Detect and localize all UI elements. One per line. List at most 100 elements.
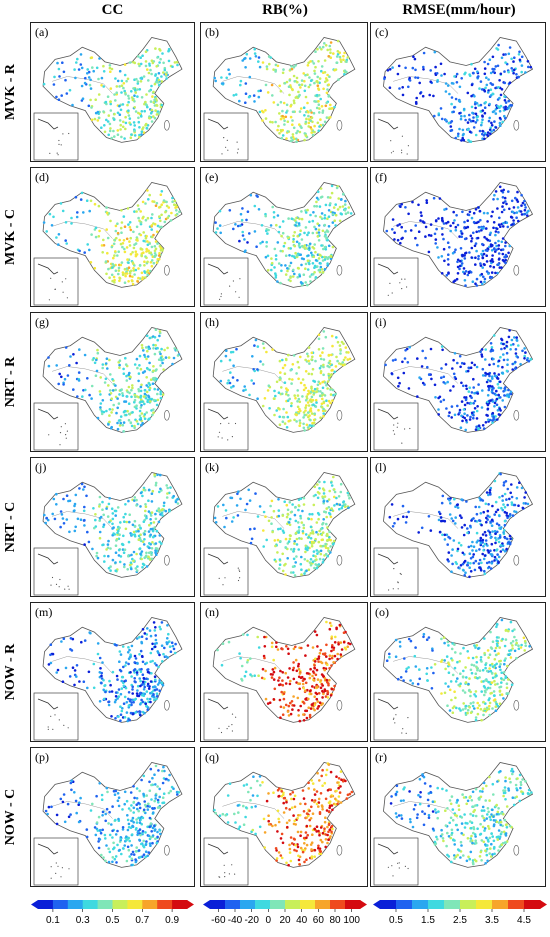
- station-point: [118, 238, 121, 242]
- station-point: [326, 538, 330, 542]
- station-point: [481, 533, 485, 536]
- station-point: [471, 540, 474, 544]
- station-point: [115, 91, 118, 94]
- station-point: [297, 377, 300, 381]
- station-point: [499, 124, 502, 127]
- station-point: [72, 353, 75, 356]
- station-point: [338, 55, 342, 59]
- station-point: [478, 704, 481, 707]
- station-point: [98, 57, 101, 60]
- station-point: [310, 395, 314, 399]
- station-point: [441, 219, 444, 223]
- station-point: [486, 91, 490, 94]
- station-point: [228, 72, 231, 76]
- station-point: [497, 86, 500, 89]
- station-point: [142, 520, 146, 523]
- station-point: [502, 208, 506, 212]
- station-point: [309, 119, 312, 123]
- station-point: [220, 76, 223, 79]
- station-point: [422, 635, 425, 639]
- station-point: [135, 692, 139, 695]
- station-point: [318, 111, 321, 114]
- map-svg: [33, 616, 183, 741]
- station-point: [470, 216, 474, 220]
- station-point: [314, 691, 318, 695]
- station-point: [262, 529, 265, 532]
- station-point: [284, 703, 288, 707]
- station-point: [486, 62, 490, 66]
- station-point: [474, 428, 478, 431]
- station-point: [481, 109, 485, 112]
- station-point: [89, 199, 93, 203]
- station-point: [298, 130, 302, 134]
- station-point: [303, 114, 306, 117]
- inset-island: [406, 153, 408, 155]
- station-point: [459, 230, 463, 233]
- station-point: [304, 681, 308, 685]
- station-point: [160, 644, 164, 647]
- station-point: [239, 656, 242, 660]
- station-point: [124, 527, 128, 531]
- station-point: [303, 244, 307, 247]
- station-point: [280, 234, 283, 238]
- station-point: [297, 95, 300, 98]
- station-point: [118, 533, 121, 536]
- station-point: [452, 358, 455, 362]
- station-point: [166, 492, 169, 495]
- station-point: [490, 124, 494, 127]
- station-point: [489, 342, 493, 345]
- station-point: [307, 672, 310, 675]
- station-point: [418, 81, 421, 85]
- station-point: [328, 678, 331, 682]
- station-point: [291, 565, 295, 568]
- station-point: [338, 51, 341, 54]
- station-point: [307, 359, 310, 363]
- station-points: [214, 184, 353, 287]
- station-point: [461, 254, 464, 258]
- station-point: [484, 421, 488, 424]
- map-svg: [33, 471, 183, 596]
- station-point: [322, 692, 325, 696]
- station-point: [464, 704, 468, 708]
- station-point: [315, 697, 319, 701]
- station-point: [118, 560, 122, 564]
- station-point: [129, 561, 133, 564]
- station-point: [138, 677, 141, 680]
- station-point: [120, 135, 123, 139]
- station-point: [322, 400, 326, 404]
- station-point: [232, 516, 235, 519]
- station-point: [291, 503, 294, 506]
- south-china-sea-inset: [203, 402, 249, 451]
- station-point: [143, 685, 146, 689]
- station-point: [422, 65, 425, 69]
- station-point: [492, 226, 495, 230]
- station-point: [441, 348, 444, 352]
- station-point: [113, 93, 116, 96]
- station-point: [298, 242, 301, 245]
- station-point: [510, 67, 513, 70]
- station-point: [437, 408, 440, 411]
- station-point: [147, 345, 150, 349]
- station-point: [83, 353, 87, 357]
- station-point: [333, 219, 336, 222]
- station-point: [278, 225, 282, 229]
- station-point: [509, 215, 513, 219]
- station-point: [136, 422, 140, 426]
- station-point: [62, 522, 66, 525]
- station-point: [494, 230, 498, 233]
- station-point: [425, 638, 429, 641]
- inset-island: [66, 297, 68, 299]
- station-point: [146, 105, 149, 109]
- station-point: [280, 690, 283, 694]
- station-point: [489, 82, 492, 85]
- station-point: [488, 488, 492, 492]
- station-point: [159, 473, 162, 477]
- station-point: [459, 672, 462, 675]
- station-point: [164, 356, 168, 359]
- station-point: [339, 60, 343, 63]
- station-point: [128, 61, 132, 64]
- station-point: [116, 129, 120, 132]
- station-points: [47, 328, 181, 433]
- station-point: [496, 553, 499, 556]
- station-point: [506, 503, 509, 507]
